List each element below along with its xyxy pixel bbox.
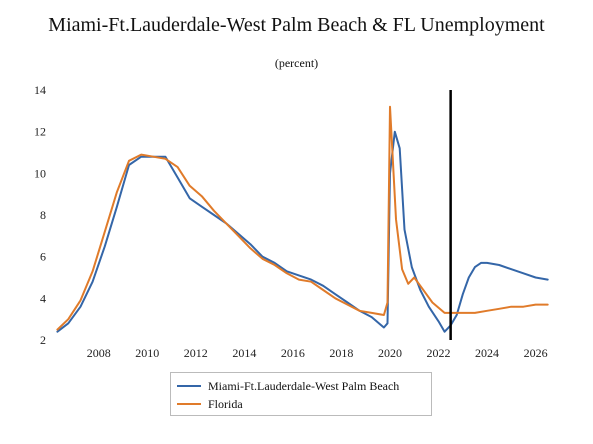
y-tick-label: 6 [40,250,46,264]
legend-item-miami: Miami-Ft.Lauderdale-West Palm Beach [177,378,399,394]
x-tick-label: 2012 [184,346,208,360]
y-tick-label: 14 [34,83,46,97]
series-line-florida [56,105,549,331]
x-tick-label: 2024 [475,346,499,360]
x-tick-label: 2020 [378,346,402,360]
x-tick-label: 2022 [426,346,450,360]
legend-swatch-florida [177,403,201,405]
legend-item-florida: Florida [177,396,243,412]
y-tick-label: 4 [40,291,46,305]
legend-swatch-miami [177,385,201,387]
y-tick-label: 8 [40,208,46,222]
x-axis-ticks: 2008 2010 2012 2014 2016 2018 2020 2022 2024 2026 [87,346,548,360]
x-tick-label: 2014 [232,346,256,360]
x-tick-label: 2016 [281,346,305,360]
x-tick-label: 2018 [329,346,353,360]
legend: Miami-Ft.Lauderdale-West Palm Beach Flor… [170,372,432,416]
chart-subtitle: (percent) [274,56,319,70]
legend-label-miami: Miami-Ft.Lauderdale-West Palm Beach [208,378,400,393]
y-tick-label: 2 [40,333,46,347]
series-layer [56,105,549,333]
y-tick-label: 12 [34,125,46,139]
series-line-miami [56,130,549,333]
x-tick-label: 2010 [135,346,159,360]
x-tick-label: 2008 [87,346,111,360]
legend-label-florida: Florida [208,396,243,411]
y-axis-ticks: 2 4 6 8 10 12 14 [34,83,46,347]
x-tick-label: 2026 [524,346,548,360]
y-tick-label: 10 [34,166,46,180]
chart-title: Miami-Ft.Lauderdale-West Palm Beach & FL… [48,14,545,36]
